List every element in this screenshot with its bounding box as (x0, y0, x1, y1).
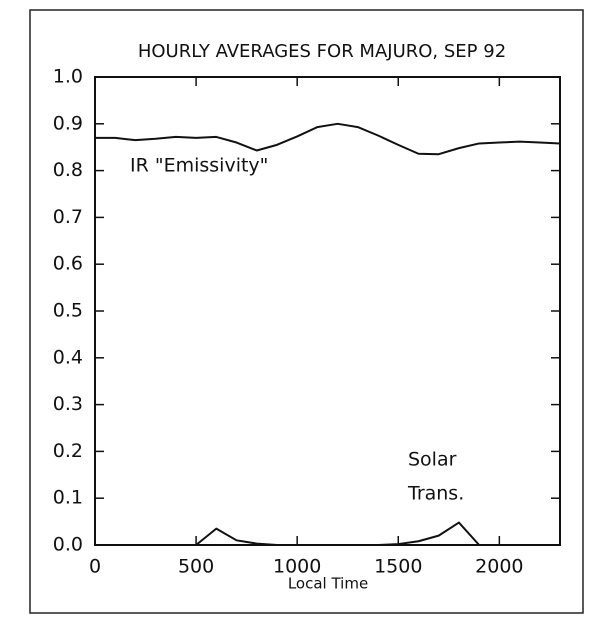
x-tick-label: 2000 (475, 556, 523, 578)
y-tick-label: 0.1 (53, 487, 83, 509)
y-tick-label: 0.0 (53, 534, 83, 556)
chart-title: HOURLY AVERAGES FOR MAJURO, SEP 92 (138, 41, 506, 62)
y-tick-label: 0.2 (53, 440, 83, 462)
y-tick-label: 0.5 (53, 300, 83, 322)
annotation: Trans. (407, 483, 464, 505)
annotation: IR "Emissivity" (130, 155, 268, 177)
plot-area (94, 76, 561, 546)
x-tick-label: 0 (89, 556, 101, 578)
y-tick-label: 0.3 (53, 393, 83, 415)
y-tick-label: 0.4 (53, 346, 83, 368)
x-tick-label: 1500 (374, 556, 422, 578)
series-line (95, 122, 561, 156)
y-tick-label: 0.8 (53, 159, 83, 181)
y-tick-label: 1.0 (53, 66, 83, 88)
y-tick-label: 0.6 (53, 253, 83, 275)
y-tick-label: 0.7 (53, 206, 83, 228)
annotation: Solar (408, 449, 457, 471)
frame (29, 9, 584, 614)
y-tick-label: 0.9 (53, 112, 83, 134)
x-tick-label: 1000 (273, 556, 321, 578)
x-tick-label: 500 (178, 556, 214, 578)
series-line (195, 521, 480, 546)
x-axis-label: Local Time (288, 575, 368, 593)
